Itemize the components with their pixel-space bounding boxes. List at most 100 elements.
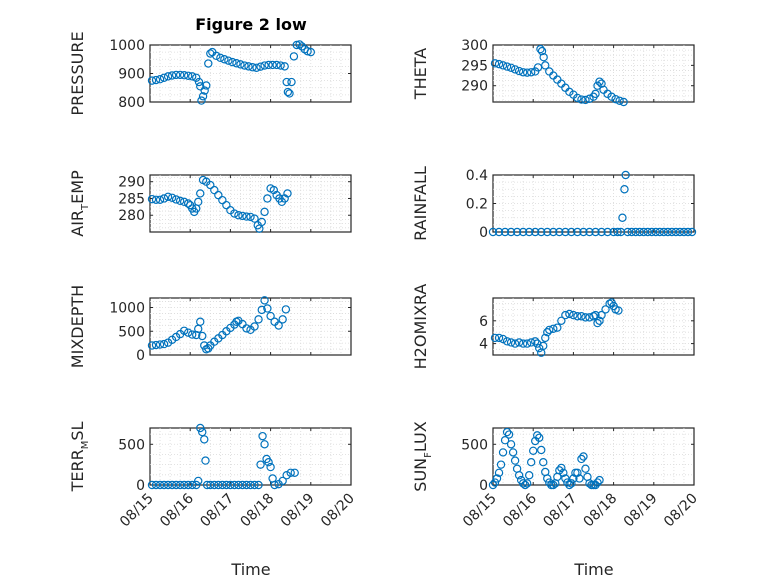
data-point xyxy=(210,185,219,195)
data-point xyxy=(147,76,157,85)
data-point xyxy=(242,480,251,490)
y-tick-label: 4 xyxy=(479,337,488,353)
data-point xyxy=(579,452,588,461)
data-point xyxy=(171,480,181,490)
data-point xyxy=(512,227,522,237)
data-point xyxy=(549,480,558,490)
data-point xyxy=(242,212,251,221)
data-point xyxy=(545,325,554,335)
data-point xyxy=(510,339,520,348)
data-point xyxy=(492,474,502,483)
data-point xyxy=(230,209,239,218)
data-point xyxy=(286,468,295,477)
data-point xyxy=(494,59,504,69)
subplot-5: 0 500 1000 MIXDEPTH xyxy=(68,285,352,368)
x-tick-label: 08/19 xyxy=(278,491,318,531)
data-point xyxy=(206,180,215,190)
x-tick-label: 08/17 xyxy=(540,491,580,531)
data-point xyxy=(179,71,189,80)
figure-title: Figure 2 low xyxy=(195,15,307,34)
data-point xyxy=(502,427,512,437)
data-point xyxy=(615,96,624,105)
data-point xyxy=(510,65,520,74)
data-point xyxy=(250,214,259,223)
data-point xyxy=(246,212,255,222)
x-tick-label: 08/16 xyxy=(500,490,540,530)
data-point xyxy=(238,480,247,490)
data-point xyxy=(567,479,576,488)
data-point xyxy=(635,227,644,237)
data-point xyxy=(197,96,206,105)
data-point xyxy=(278,315,287,324)
data-point xyxy=(591,310,600,320)
data-point xyxy=(620,185,629,194)
data-point xyxy=(258,431,267,441)
subplot-8: 0 500 SUNFLUX xyxy=(411,421,695,494)
data-point xyxy=(234,211,243,220)
data-point xyxy=(533,431,542,440)
data-point xyxy=(256,460,265,469)
data-point xyxy=(593,318,602,328)
data-point xyxy=(151,75,161,85)
data-point xyxy=(591,227,600,237)
data-point xyxy=(593,81,602,90)
data-point xyxy=(651,227,661,237)
data-point xyxy=(230,480,239,490)
data-point xyxy=(522,68,532,77)
data-point xyxy=(522,339,532,348)
data-point xyxy=(283,189,292,198)
data-point xyxy=(549,227,558,237)
data-point xyxy=(216,53,225,63)
data-point xyxy=(167,71,177,80)
data-point xyxy=(504,430,514,439)
data-point xyxy=(147,480,157,490)
data-point xyxy=(537,445,546,455)
x-tick-label: 08/19 xyxy=(621,491,661,531)
data-point xyxy=(539,341,548,351)
data-point xyxy=(500,436,510,445)
data-point xyxy=(220,55,229,64)
x-tick-label: 08/16 xyxy=(157,490,197,530)
data-point xyxy=(581,313,590,322)
y-tick-label: 1000 xyxy=(109,301,145,317)
data-point xyxy=(285,89,294,98)
data-point xyxy=(577,95,586,104)
data-point xyxy=(488,480,498,490)
data-point xyxy=(488,227,498,237)
data-point xyxy=(167,480,177,490)
data-point xyxy=(585,479,594,488)
data-point xyxy=(563,478,572,487)
data-point xyxy=(667,227,677,237)
data-point xyxy=(577,312,586,321)
data-point xyxy=(601,305,610,314)
data-point xyxy=(498,61,508,70)
data-point xyxy=(655,227,665,237)
data-point xyxy=(595,77,604,86)
data-point xyxy=(188,330,197,339)
y-tick-label: 0 xyxy=(136,348,145,364)
data-point xyxy=(222,480,231,490)
data-point xyxy=(254,315,263,324)
data-point xyxy=(502,62,512,71)
data-point xyxy=(196,317,205,326)
data-point xyxy=(194,197,203,207)
y-axis-label: PRESSURE xyxy=(68,31,87,115)
data-point xyxy=(147,341,157,350)
data-point xyxy=(557,463,566,473)
x-tick-label: 08/18 xyxy=(581,491,621,531)
data-point xyxy=(506,338,516,347)
data-point xyxy=(555,227,564,237)
data-point xyxy=(200,435,209,444)
data-point xyxy=(282,77,291,87)
data-point xyxy=(260,296,269,305)
data-point xyxy=(539,53,548,62)
data-point xyxy=(514,338,524,347)
data-point xyxy=(573,227,582,237)
x-tick-label: 08/15 xyxy=(117,491,157,531)
data-point xyxy=(201,456,210,465)
data-point xyxy=(524,471,534,480)
data-point xyxy=(631,227,640,237)
data-point xyxy=(159,73,169,82)
data-point xyxy=(171,195,181,204)
